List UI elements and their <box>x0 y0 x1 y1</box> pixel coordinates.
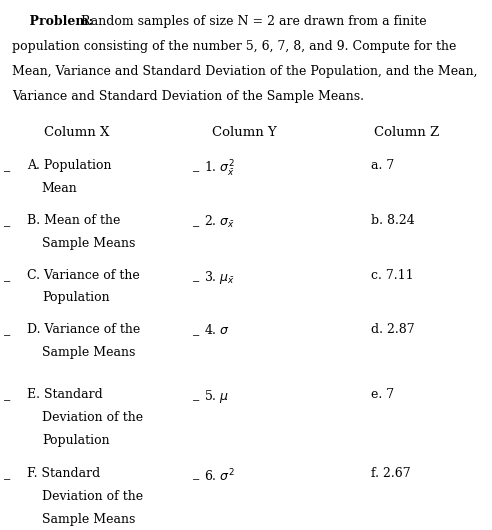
Text: Column X: Column X <box>44 126 110 139</box>
Text: _: _ <box>193 214 199 227</box>
Text: b. 8.24: b. 8.24 <box>371 214 415 227</box>
Text: Variance and Standard Deviation of the Sample Means.: Variance and Standard Deviation of the S… <box>12 90 364 103</box>
Text: _: _ <box>4 388 10 402</box>
Text: c. 7.11: c. 7.11 <box>371 269 414 282</box>
Text: _: _ <box>4 214 10 227</box>
Text: B. Mean of the: B. Mean of the <box>27 214 121 227</box>
Text: 5. $\mu$: 5. $\mu$ <box>204 388 229 405</box>
Text: Sample Means: Sample Means <box>42 513 135 526</box>
Text: C. Variance of the: C. Variance of the <box>27 269 140 282</box>
Text: D. Variance of the: D. Variance of the <box>27 323 140 337</box>
Text: Population: Population <box>42 434 109 447</box>
Text: Deviation of the: Deviation of the <box>42 411 143 425</box>
Text: Column Z: Column Z <box>374 126 439 139</box>
Text: A. Population: A. Population <box>27 159 112 172</box>
Text: Population: Population <box>42 292 109 305</box>
Text: Mean: Mean <box>42 182 78 195</box>
Text: Column Y: Column Y <box>212 126 277 139</box>
Text: _: _ <box>4 323 10 337</box>
Text: E. Standard: E. Standard <box>27 388 103 402</box>
Text: 2. $\sigma_{\bar{x}}$: 2. $\sigma_{\bar{x}}$ <box>204 214 235 230</box>
Text: e. 7: e. 7 <box>371 388 395 402</box>
Text: _: _ <box>193 159 199 172</box>
Text: f. 2.67: f. 2.67 <box>371 467 411 481</box>
Text: Problem:: Problem: <box>12 15 98 28</box>
Text: _: _ <box>193 388 199 402</box>
Text: a. 7: a. 7 <box>371 159 395 172</box>
Text: _: _ <box>193 467 199 481</box>
Text: 6. $\sigma^2$: 6. $\sigma^2$ <box>204 467 235 484</box>
Text: Sample Means: Sample Means <box>42 346 135 359</box>
Text: _: _ <box>4 159 10 172</box>
Text: 4. $\sigma$: 4. $\sigma$ <box>204 323 230 337</box>
Text: F. Standard: F. Standard <box>27 467 100 481</box>
Text: _: _ <box>4 269 10 282</box>
Text: _: _ <box>193 323 199 337</box>
Text: _: _ <box>193 269 199 282</box>
Text: Random samples of size N = 2 are drawn from a finite: Random samples of size N = 2 are drawn f… <box>81 15 427 28</box>
Text: Mean, Variance and Standard Deviation of the Population, and the Mean,: Mean, Variance and Standard Deviation of… <box>12 65 478 78</box>
Text: Deviation of the: Deviation of the <box>42 490 143 503</box>
Text: Sample Means: Sample Means <box>42 237 135 250</box>
Text: 3. $\mu_{\bar{x}}$: 3. $\mu_{\bar{x}}$ <box>204 269 235 286</box>
Text: _: _ <box>4 467 10 481</box>
Text: 1. $\sigma^2_{\bar{x}}$: 1. $\sigma^2_{\bar{x}}$ <box>204 159 235 179</box>
Text: population consisting of the number 5, 6, 7, 8, and 9. Compute for the: population consisting of the number 5, 6… <box>12 40 457 53</box>
Text: d. 2.87: d. 2.87 <box>371 323 415 337</box>
